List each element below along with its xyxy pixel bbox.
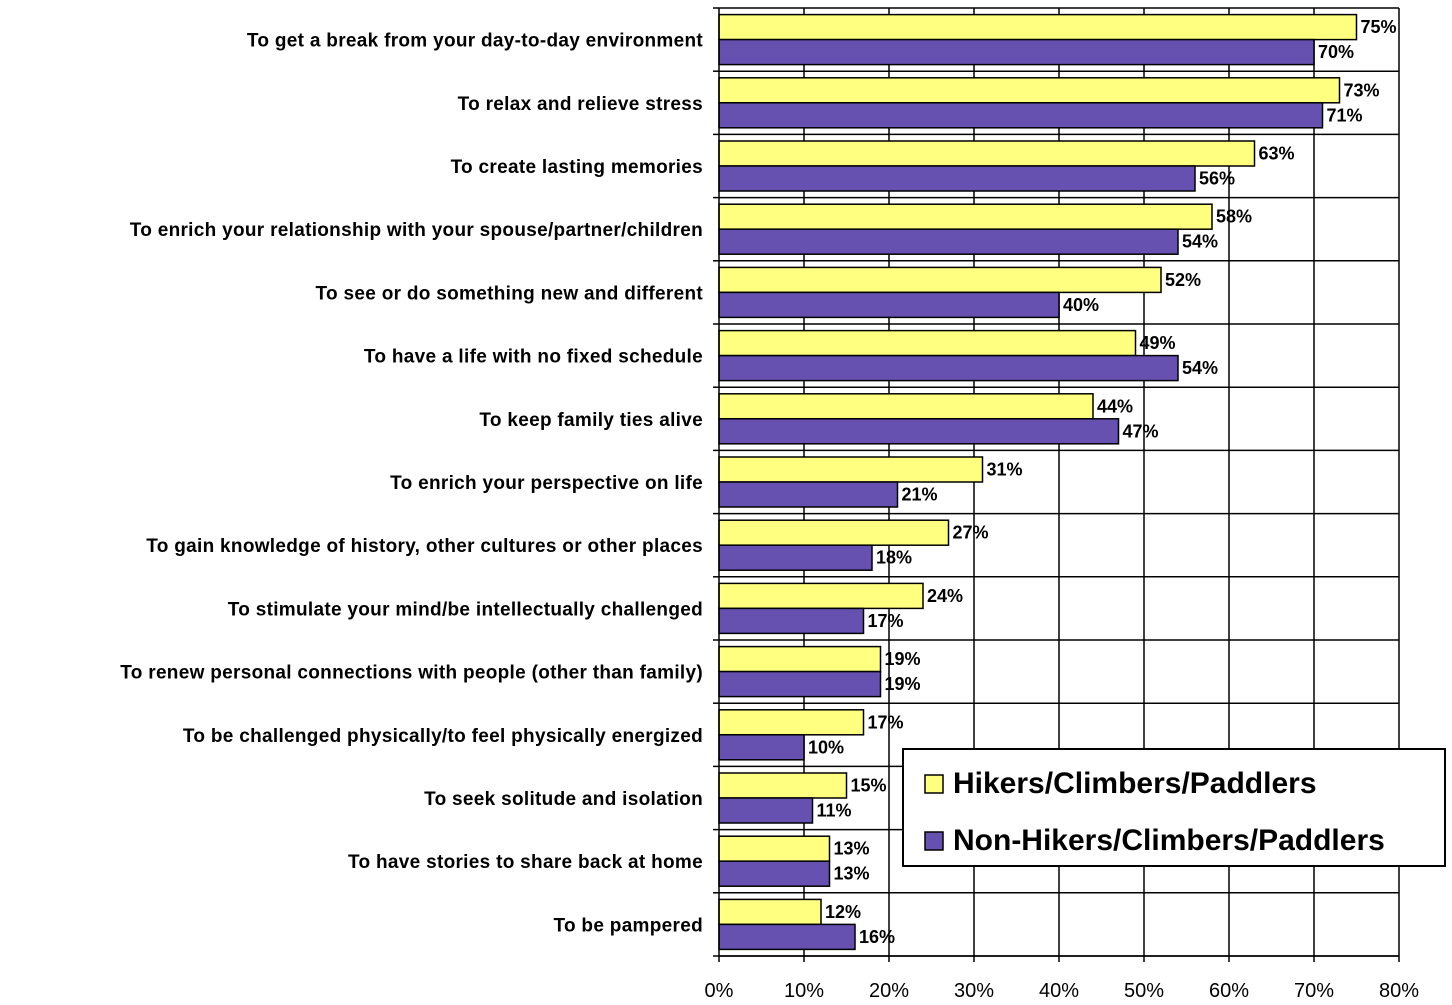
legend-swatch (924, 831, 944, 851)
value-label-hikers: 31% (987, 460, 1023, 480)
category-label: To have a life with no fixed schedule (364, 347, 703, 368)
bar-hikers (718, 835, 831, 862)
value-label-hikers: 44% (1097, 396, 1133, 416)
bar-non-hikers (718, 102, 1324, 129)
bar-non-hikers (718, 923, 856, 951)
labels: To get a break from your day-to-day envi… (120, 17, 1396, 947)
bar-hikers (718, 519, 950, 546)
bar-non-hikers (718, 607, 865, 635)
value-label-hikers: 63% (1259, 144, 1295, 164)
bar-hikers (718, 203, 1213, 230)
legend-label: Hikers/Climbers/Paddlers (953, 767, 1317, 800)
bar-hikers (718, 772, 848, 799)
category-label: To have stories to share back at home (348, 852, 703, 873)
bar-hikers (718, 140, 1256, 167)
value-label-non-hikers: 47% (1123, 421, 1159, 441)
bars (718, 13, 1358, 951)
category-label: To enrich your relationship with your sp… (130, 220, 703, 241)
bar-hikers (718, 645, 882, 673)
value-label-non-hikers: 54% (1182, 232, 1218, 252)
bar-non-hikers (718, 860, 831, 887)
bar-hikers (718, 582, 924, 610)
value-label-non-hikers: 16% (859, 927, 895, 947)
category-label: To be challenged physically/to feel phys… (183, 726, 703, 747)
value-label-hikers: 73% (1344, 80, 1380, 100)
bar-hikers (718, 329, 1137, 357)
category-label: To stimulate your mind/be intellectually… (228, 599, 703, 620)
category-label: To get a break from your day-to-day envi… (247, 31, 703, 52)
bar-non-hikers (718, 797, 814, 824)
bar-hikers (718, 266, 1162, 294)
category-label: To keep family ties alive (479, 410, 703, 431)
x-tick-label: 10% (784, 980, 824, 1002)
value-label-non-hikers: 54% (1182, 358, 1218, 378)
x-tick-label: 50% (1124, 980, 1164, 1002)
x-tick-label: 80% (1379, 980, 1419, 1002)
bar-non-hikers (718, 670, 882, 698)
bar-non-hikers (718, 228, 1179, 255)
bar-hikers (718, 898, 822, 926)
value-label-non-hikers: 13% (834, 864, 870, 884)
value-label-non-hikers: 40% (1063, 295, 1099, 315)
bar-hikers (718, 77, 1341, 104)
category-label: To gain knowledge of history, other cult… (146, 536, 703, 557)
x-tick-label: 60% (1209, 980, 1249, 1002)
value-label-hikers: 24% (927, 586, 963, 606)
category-label: To create lasting memories (451, 157, 703, 178)
legend-box (902, 748, 1446, 867)
legend: Hikers/Climbers/Paddlers Non-Hikers/Climb… (902, 748, 1446, 867)
category-label: To enrich your perspective on life (390, 473, 703, 494)
category-label: To seek solitude and isolation (424, 789, 703, 810)
value-label-non-hikers: 71% (1327, 105, 1363, 125)
value-label-non-hikers: 19% (885, 674, 921, 694)
category-label: To relax and relieve stress (458, 94, 703, 115)
category-label: To be pampered (553, 915, 703, 936)
value-label-hikers: 27% (953, 523, 989, 543)
bar-non-hikers (718, 544, 873, 571)
value-label-hikers: 15% (851, 776, 887, 796)
bar-non-hikers (718, 165, 1196, 192)
x-tick-label: 40% (1039, 980, 1079, 1002)
bar-hikers (718, 709, 865, 736)
bar-non-hikers (718, 481, 899, 508)
value-label-non-hikers: 70% (1318, 42, 1354, 62)
bar-hikers (718, 13, 1358, 41)
x-tick-label: 0% (705, 980, 734, 1002)
value-label-hikers: 52% (1165, 270, 1201, 290)
x-tick-label: 20% (869, 980, 909, 1002)
bar-hikers (718, 456, 984, 483)
bar-non-hikers (718, 291, 1060, 319)
legend-label: Non-Hikers/Climbers/Paddlers (953, 824, 1385, 857)
category-label: To see or do something new and different (316, 283, 704, 304)
value-label-hikers: 12% (825, 902, 861, 922)
value-label-non-hikers: 56% (1199, 169, 1235, 189)
legend-swatch (924, 774, 944, 794)
value-label-non-hikers: 17% (868, 611, 904, 631)
value-label-hikers: 49% (1140, 333, 1176, 353)
value-label-hikers: 75% (1361, 17, 1397, 37)
x-tick-label: 30% (954, 980, 994, 1002)
value-label-hikers: 58% (1216, 207, 1252, 227)
value-label-hikers: 17% (868, 712, 904, 732)
bar-non-hikers (718, 734, 805, 761)
value-label-non-hikers: 11% (817, 801, 852, 821)
value-label-non-hikers: 21% (902, 485, 938, 505)
bar-hikers (718, 393, 1094, 420)
bar-non-hikers (718, 418, 1120, 445)
x-tick-label: 70% (1294, 980, 1334, 1002)
category-label: To renew personal connections with peopl… (120, 663, 703, 684)
value-label-non-hikers: 18% (876, 548, 912, 568)
value-label-non-hikers: 10% (808, 737, 844, 757)
value-label-hikers: 13% (834, 839, 870, 859)
bar-non-hikers (718, 354, 1179, 382)
axes: 0% 10% 20% 30% 40% 50% 60% 70% 80% (705, 7, 1419, 1002)
value-label-hikers: 19% (885, 649, 921, 669)
bar-non-hikers (718, 38, 1315, 66)
